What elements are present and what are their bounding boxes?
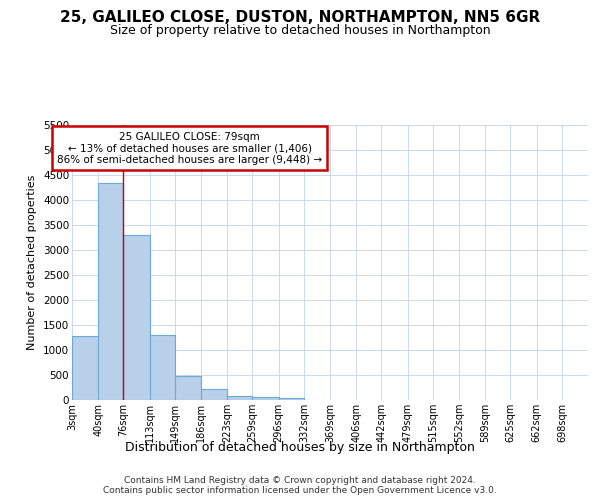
Bar — [98, 182, 124, 400]
Bar — [124, 235, 149, 400]
Bar — [175, 376, 201, 400]
Text: Distribution of detached houses by size in Northampton: Distribution of detached houses by size … — [125, 441, 475, 454]
Bar — [278, 398, 304, 400]
Bar — [227, 396, 253, 400]
Text: 25 GALILEO CLOSE: 79sqm
← 13% of detached houses are smaller (1,406)
86% of semi: 25 GALILEO CLOSE: 79sqm ← 13% of detache… — [57, 132, 322, 164]
Y-axis label: Number of detached properties: Number of detached properties — [28, 175, 37, 350]
Text: Size of property relative to detached houses in Northampton: Size of property relative to detached ho… — [110, 24, 490, 37]
Bar — [72, 336, 98, 400]
Text: Contains HM Land Registry data © Crown copyright and database right 2024.
Contai: Contains HM Land Registry data © Crown c… — [103, 476, 497, 495]
Bar — [253, 397, 278, 400]
Bar — [201, 388, 227, 400]
Text: 25, GALILEO CLOSE, DUSTON, NORTHAMPTON, NN5 6GR: 25, GALILEO CLOSE, DUSTON, NORTHAMPTON, … — [60, 10, 540, 25]
Bar — [149, 335, 175, 400]
